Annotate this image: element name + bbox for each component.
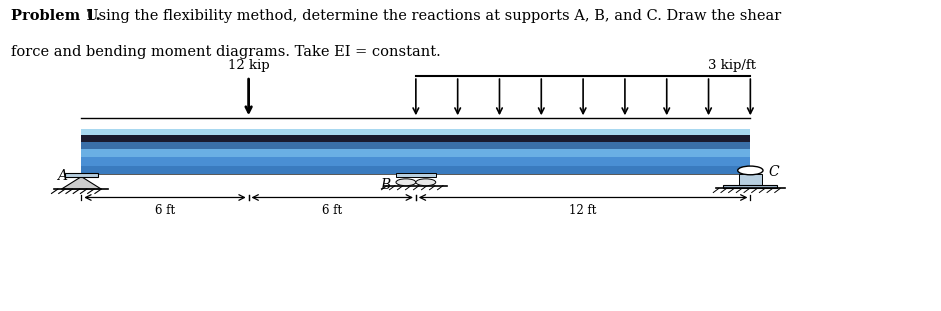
Text: A: A xyxy=(56,169,67,183)
Text: C: C xyxy=(769,165,779,179)
Text: 6 ft: 6 ft xyxy=(322,204,343,217)
Text: Using the flexibility method, determine the reactions at supports A, B, and C. D: Using the flexibility method, determine … xyxy=(77,9,781,23)
Bar xyxy=(396,173,436,177)
Bar xyxy=(81,157,750,166)
Bar xyxy=(81,166,750,174)
Text: 3 kip/ft: 3 kip/ft xyxy=(709,59,757,72)
Text: force and bending moment diagrams. Take EI = constant.: force and bending moment diagrams. Take … xyxy=(11,45,440,59)
Circle shape xyxy=(396,179,416,186)
Bar xyxy=(81,129,750,135)
Bar xyxy=(724,185,777,188)
Text: 12 ft: 12 ft xyxy=(569,204,597,217)
Text: 6 ft: 6 ft xyxy=(155,204,175,217)
Text: 12 kip: 12 kip xyxy=(228,59,269,72)
Bar xyxy=(81,149,750,157)
Circle shape xyxy=(738,166,763,175)
Polygon shape xyxy=(61,177,102,189)
Text: B: B xyxy=(380,178,391,192)
Bar xyxy=(739,174,762,185)
Bar xyxy=(65,173,98,177)
Circle shape xyxy=(416,179,436,186)
Text: Problem 1.: Problem 1. xyxy=(11,9,101,23)
Bar xyxy=(81,135,750,142)
Bar xyxy=(81,142,750,149)
